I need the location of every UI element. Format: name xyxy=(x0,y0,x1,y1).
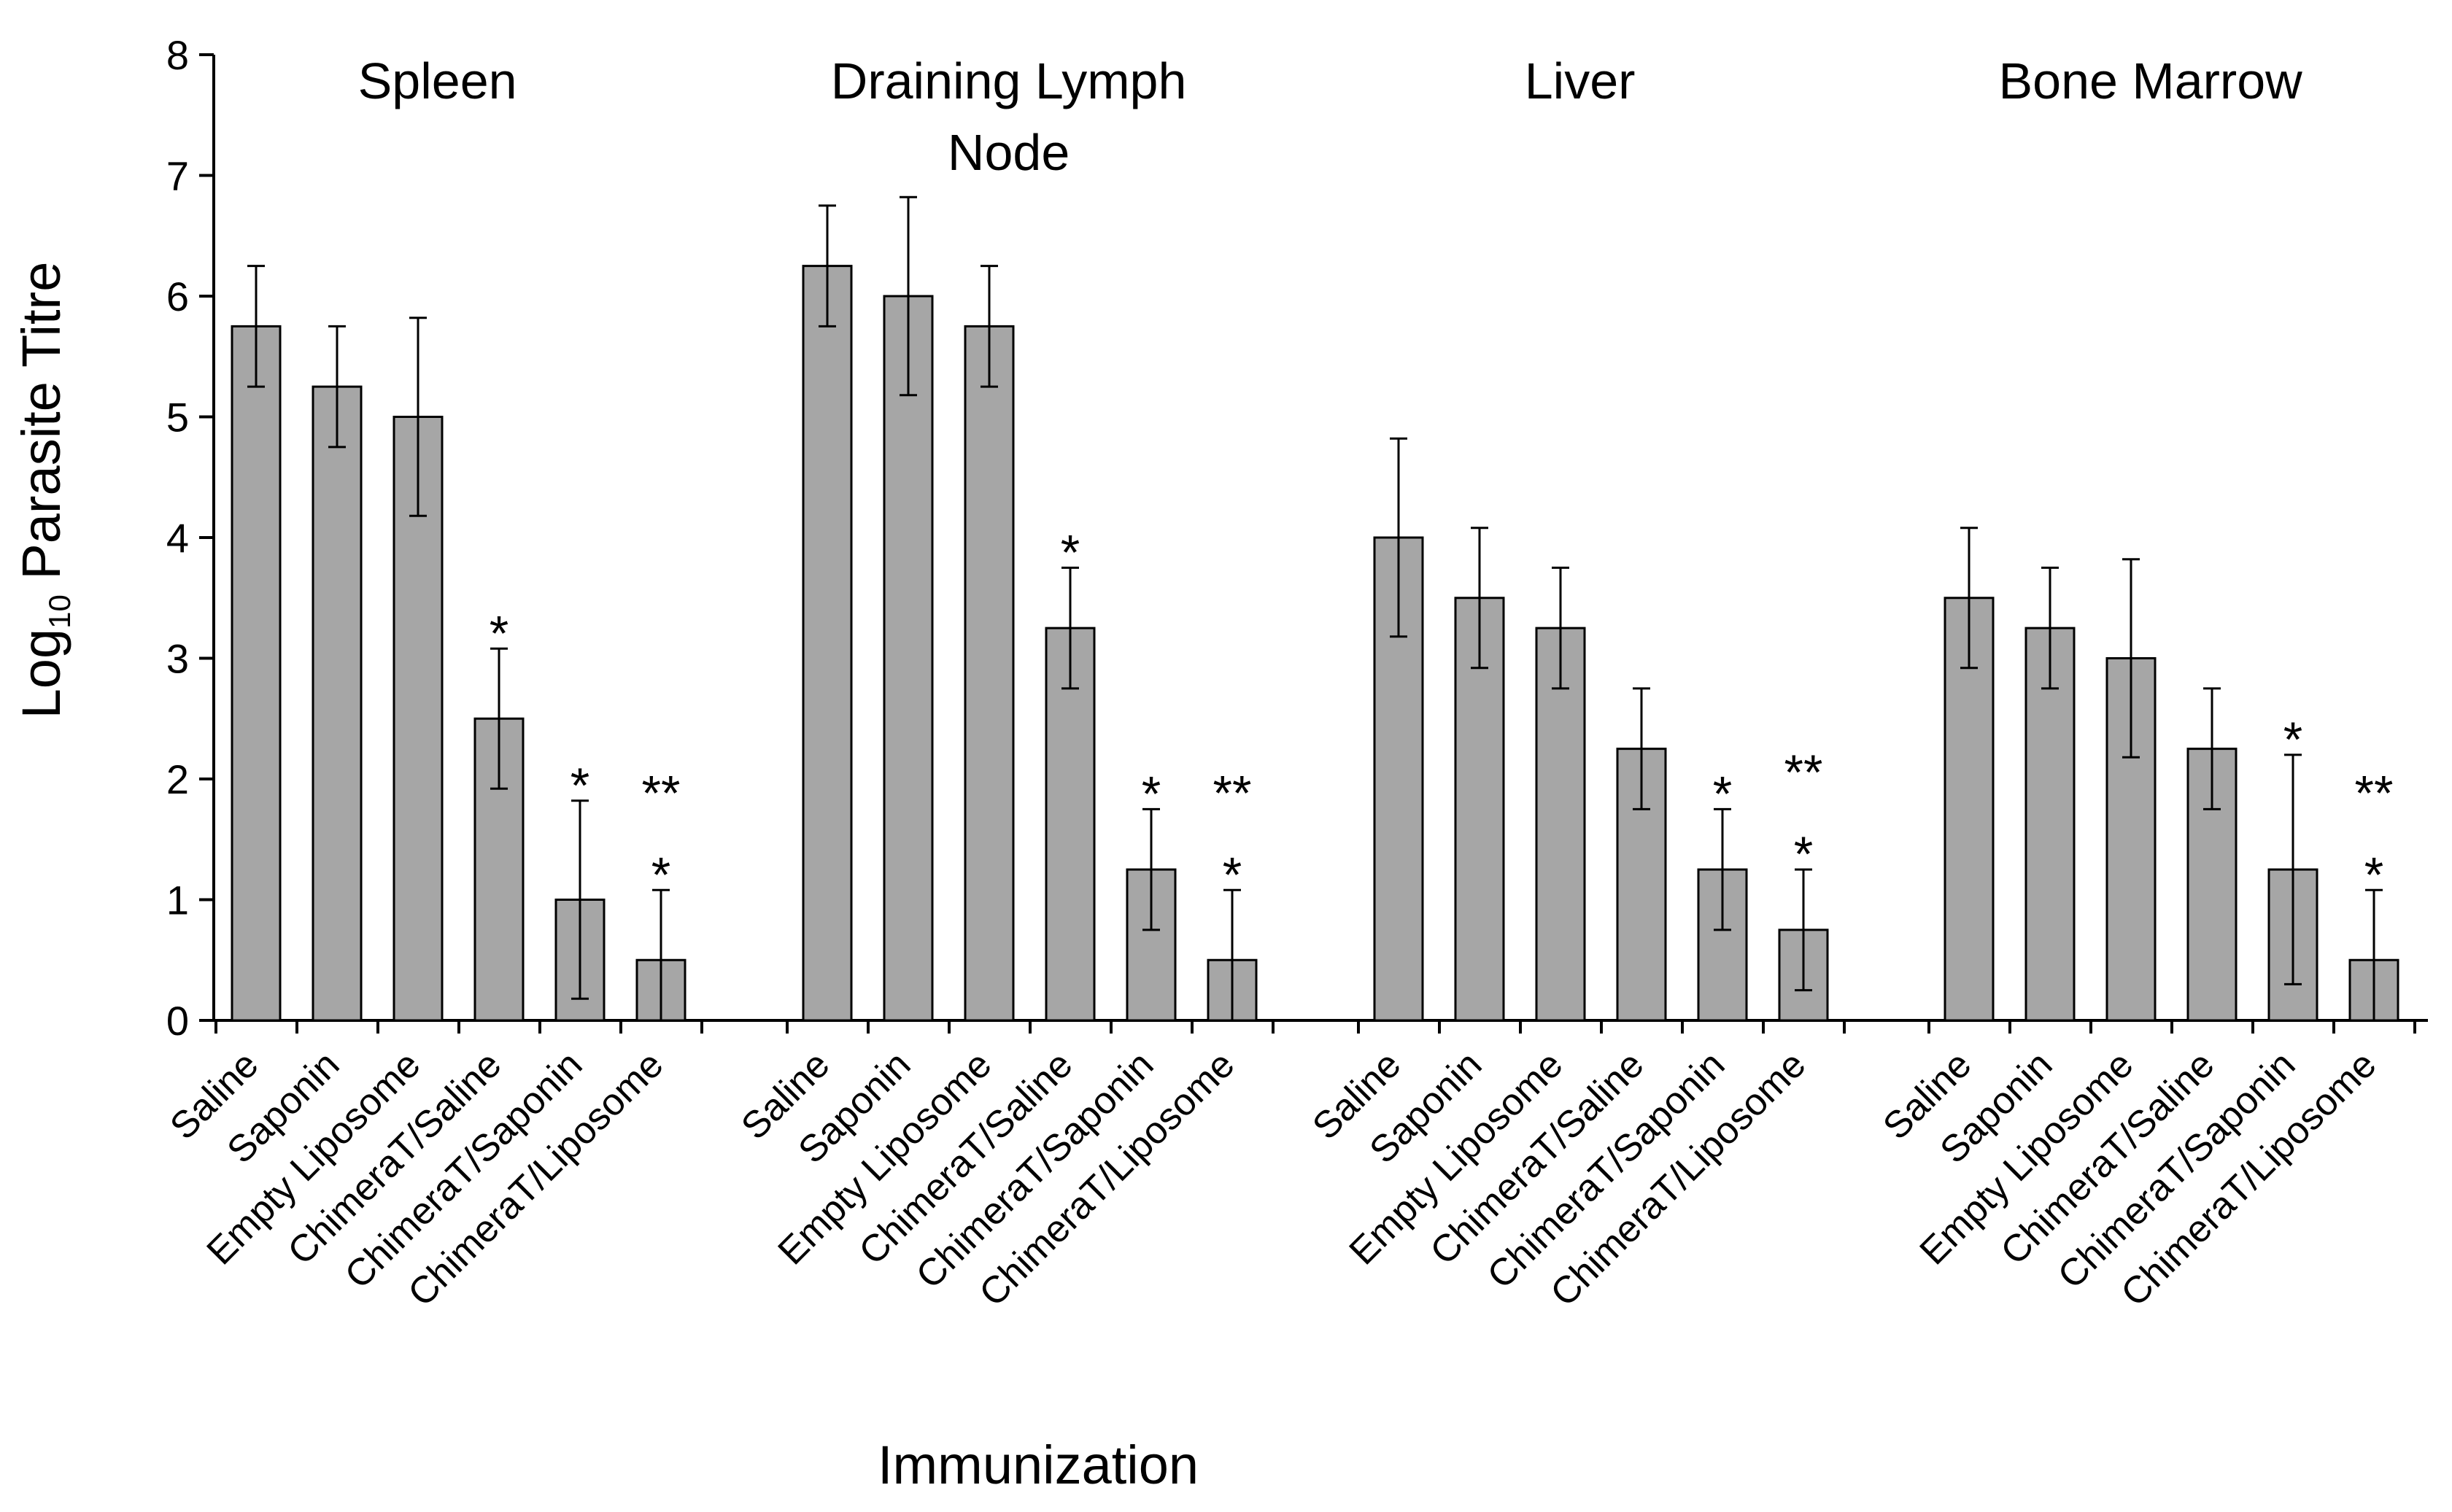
bar-group: **** xyxy=(1373,437,1829,1022)
error-bar xyxy=(328,325,346,449)
error-bar xyxy=(819,204,836,327)
bar-group: ** *** xyxy=(231,265,687,1022)
significance-marker: ** xyxy=(642,765,681,821)
y-tick-label: 0 xyxy=(166,998,189,1044)
y-tick-label: 8 xyxy=(166,32,189,78)
bar xyxy=(883,295,934,1022)
significance-marker: * xyxy=(1223,847,1242,902)
bar-group: **** xyxy=(1944,527,2399,1022)
significance-marker: * xyxy=(2283,712,2302,767)
group-title: Draining Lymph xyxy=(831,53,1187,109)
group-title: Spleen xyxy=(358,53,517,109)
significance-marker: * xyxy=(1061,524,1080,580)
axes xyxy=(212,55,2428,1034)
error-bar xyxy=(1633,687,1650,810)
y-axis-label: Log10 Parasite Titre xyxy=(11,262,77,719)
error-bar xyxy=(981,265,998,388)
y-axis-ticks: 0 1 2 3 4 5 6 7 8 xyxy=(166,32,214,1044)
error-bar xyxy=(571,799,589,1000)
error-bar xyxy=(1223,888,1241,1022)
error-bar xyxy=(2203,687,2221,810)
significance-marker: * xyxy=(651,847,670,902)
bar xyxy=(802,265,853,1022)
significance-marker: * xyxy=(490,605,508,661)
error-bar xyxy=(2365,888,2383,1022)
significance-marker: * xyxy=(1142,766,1161,821)
y-tick-label: 7 xyxy=(166,153,189,199)
group-title: Bone Marrow xyxy=(1998,53,2302,109)
error-bar xyxy=(1142,807,1160,931)
significance-marker: ** xyxy=(2355,765,2394,821)
error-bar xyxy=(490,647,508,790)
error-bar xyxy=(652,888,670,1022)
group-titles: Spleen Draining Lymph Node Liver Bone Marrow xyxy=(358,53,2303,181)
group-title: Liver xyxy=(1525,53,1636,109)
significance-marker: * xyxy=(1713,766,1732,821)
significance-marker: ** xyxy=(1784,745,1823,800)
y-tick-label: 2 xyxy=(166,756,189,802)
error-bar xyxy=(2284,753,2302,985)
y-tick-label: 4 xyxy=(166,515,189,561)
significance-marker: ** xyxy=(1213,765,1252,821)
bar xyxy=(2024,627,2076,1022)
error-bar xyxy=(1471,527,1488,670)
error-bar xyxy=(900,195,917,397)
bar xyxy=(312,385,363,1022)
x-axis-ticks xyxy=(214,1020,2416,1034)
bar xyxy=(1535,627,1586,1022)
error-bar xyxy=(1714,807,1731,931)
bar xyxy=(231,325,282,1022)
error-bar xyxy=(1061,566,1079,690)
y-tick-label: 5 xyxy=(166,395,189,441)
group-title: Node xyxy=(948,124,1070,181)
bar xyxy=(392,416,444,1022)
error-bar xyxy=(1960,527,1978,670)
significance-marker: * xyxy=(571,758,589,813)
error-bar xyxy=(1795,868,1812,992)
error-bar xyxy=(2122,558,2140,759)
error-bar xyxy=(247,265,265,388)
y-tick-label: 6 xyxy=(166,274,189,319)
bar-group: ** *** xyxy=(802,195,1258,1022)
x-axis-label: Immunization xyxy=(878,1435,1199,1495)
bar xyxy=(964,325,1015,1022)
error-bar xyxy=(2041,566,2059,690)
significance-marker: * xyxy=(2364,847,2383,902)
error-bar xyxy=(409,317,427,517)
bar xyxy=(1045,627,1096,1022)
bars: ** ***** **** ******* xyxy=(231,195,2399,1022)
y-tick-label: 3 xyxy=(166,636,189,682)
error-bar xyxy=(1390,437,1407,638)
significance-marker: * xyxy=(1794,826,1813,882)
error-bar xyxy=(1552,566,1569,690)
y-tick-label: 1 xyxy=(166,877,189,923)
